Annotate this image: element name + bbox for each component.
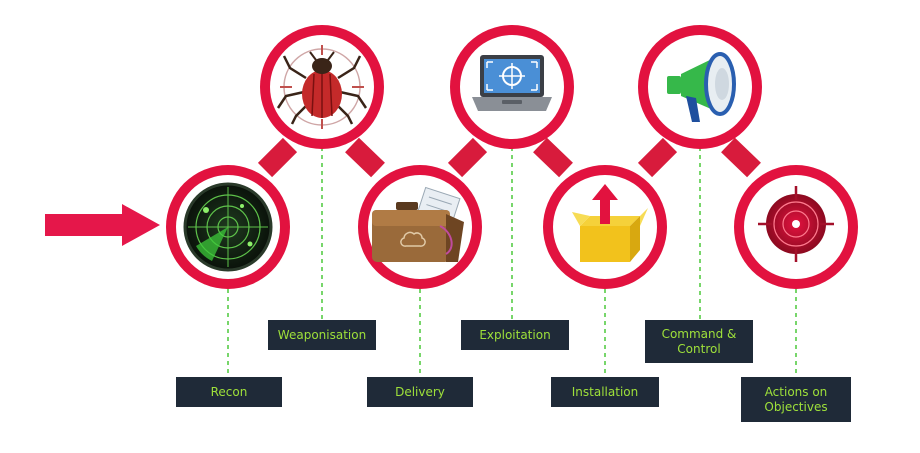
connector-2 (345, 137, 385, 178)
connector-3 (447, 137, 488, 178)
stage-exploitation (450, 25, 574, 149)
connector-5 (637, 137, 678, 178)
stage-actions (734, 165, 858, 289)
connector-6 (721, 137, 761, 178)
label-command-control: Command & Control (645, 320, 753, 363)
target-icon (758, 186, 834, 262)
label-weaponisation: Weaponisation (268, 320, 376, 350)
stage-command-control (638, 25, 762, 149)
connector-4 (533, 137, 573, 178)
chain-connectors (257, 137, 761, 178)
stage-installation (543, 165, 667, 289)
radar-icon (183, 182, 273, 272)
label-actions-on-objectives: Actions on Objectives (741, 377, 851, 422)
bug-icon (276, 45, 368, 129)
stage-weaponisation (260, 25, 384, 149)
megaphone-icon (667, 52, 736, 122)
stage-recon (166, 165, 290, 289)
stage-delivery (358, 165, 482, 289)
connector-1 (257, 137, 298, 178)
briefcase-icon (372, 186, 464, 262)
label-recon: Recon (176, 377, 282, 407)
label-exploitation: Exploitation (461, 320, 569, 350)
leader-lines (227, 147, 797, 376)
label-delivery: Delivery (367, 377, 473, 407)
laptop-target-icon (472, 55, 552, 111)
label-installation: Installation (551, 377, 659, 407)
box-arrow-icon (572, 184, 648, 262)
entry-arrow-icon (45, 204, 160, 246)
